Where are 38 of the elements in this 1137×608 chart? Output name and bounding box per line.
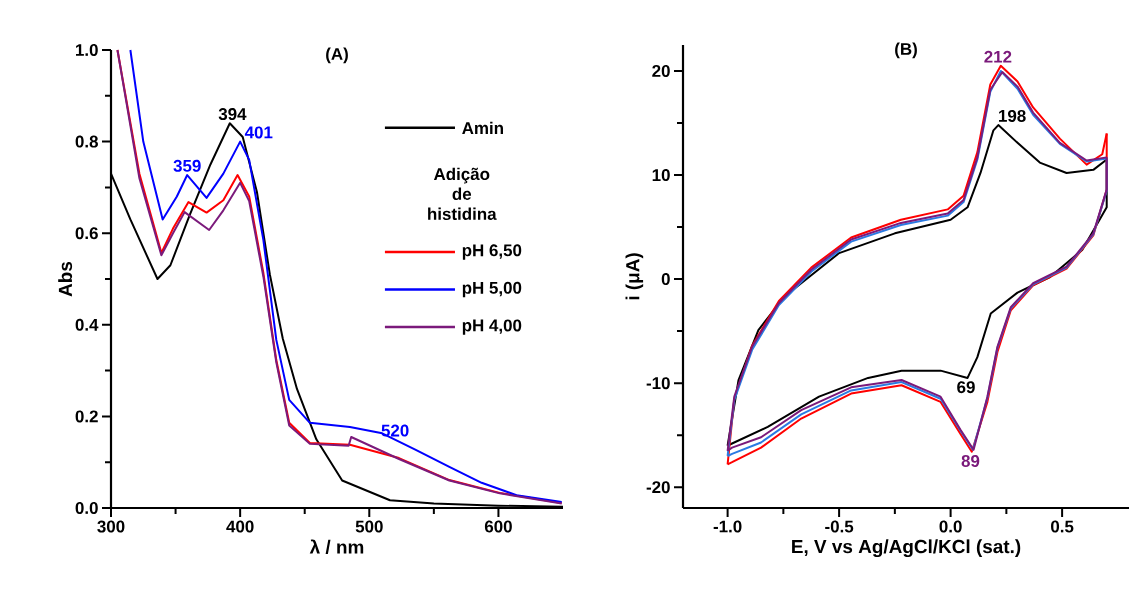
y-tick-label: 0 <box>661 273 670 286</box>
y-tick-label: 0.0 <box>75 502 98 514</box>
x-tick-label: 400 <box>226 520 254 533</box>
legend-title: Adição de histidina <box>428 167 497 220</box>
annotation: 520 <box>381 424 409 437</box>
x-tick-label: 300 <box>97 520 125 533</box>
y-tick-label: 0.6 <box>75 227 98 240</box>
annotation: 198 <box>999 109 1026 122</box>
x-tick-label: 500 <box>355 520 383 533</box>
chart-title: (B) <box>895 42 917 59</box>
legend-label: pH 6,50 <box>462 244 522 260</box>
y-axis-title: i (μA) <box>625 253 644 300</box>
annotation: 69 <box>957 381 975 394</box>
legend-label: pH 5,00 <box>462 281 522 298</box>
y-tick-label: 10 <box>652 169 670 182</box>
y-tick-label: 0.8 <box>75 135 98 148</box>
legend-label: pH 4,00 <box>462 319 522 335</box>
annotation: 212 <box>984 50 1012 63</box>
annotation: 359 <box>173 159 201 172</box>
annotation: 401 <box>244 126 273 139</box>
x-tick-label: -0.5 <box>825 520 854 533</box>
y-axis-title: Abs <box>58 261 73 297</box>
chart-title: (A) <box>326 47 348 64</box>
x-axis-title: λ / nm <box>309 539 364 554</box>
x-axis-title: E, V vs Ag/AgCl/KCl (sat.) <box>792 539 1021 558</box>
x-tick-label: 0.5 <box>1051 520 1074 533</box>
x-tick-label: -1.0 <box>713 520 742 533</box>
y-tick-label: 0.2 <box>75 410 98 423</box>
x-tick-label: 600 <box>484 520 512 533</box>
y-tick-label: -10 <box>646 377 670 390</box>
annotation: 89 <box>961 455 980 468</box>
legend-label: Amin <box>462 121 503 134</box>
y-tick-label: 1.0 <box>76 44 98 56</box>
annotation: 394 <box>218 108 247 121</box>
x-tick-label: 0.0 <box>939 520 962 533</box>
y-tick-label: 20 <box>652 65 670 77</box>
y-tick-label: 0.4 <box>75 318 99 331</box>
y-tick-label: -20 <box>646 481 670 494</box>
